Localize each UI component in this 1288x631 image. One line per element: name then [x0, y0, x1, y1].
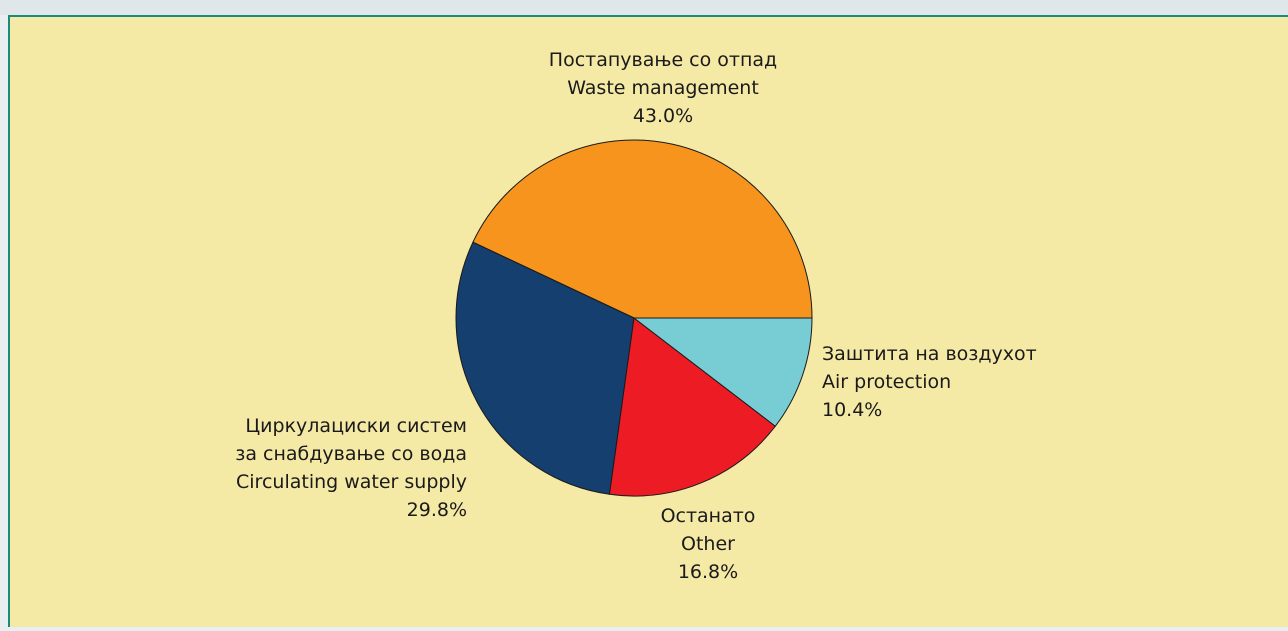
- slice-label: Waste management: [567, 77, 759, 99]
- value-label: 10.4%: [822, 399, 882, 421]
- slice-label: Заштита на воздухот: [822, 343, 1037, 365]
- slice-label: Циркулациски систем: [245, 415, 467, 437]
- pie-slice: [472, 139, 813, 319]
- pie-slice: [608, 317, 777, 497]
- pie-slice: [632, 317, 813, 427]
- top-strip: [0, 0, 1288, 15]
- slice-label: Other: [681, 533, 735, 555]
- value-label: 29.8%: [407, 499, 467, 521]
- value-label: 43.0%: [633, 105, 693, 127]
- slice-label: за снабдување со вода: [235, 443, 467, 465]
- slice-label: Постапување со отпад: [549, 49, 777, 71]
- value-label: 16.8%: [678, 561, 738, 583]
- pie-slice: [455, 241, 635, 495]
- slice-label: Circulating water supply: [236, 471, 467, 493]
- slice-label: Air protection: [822, 371, 951, 393]
- slice-label: Останато: [661, 505, 756, 527]
